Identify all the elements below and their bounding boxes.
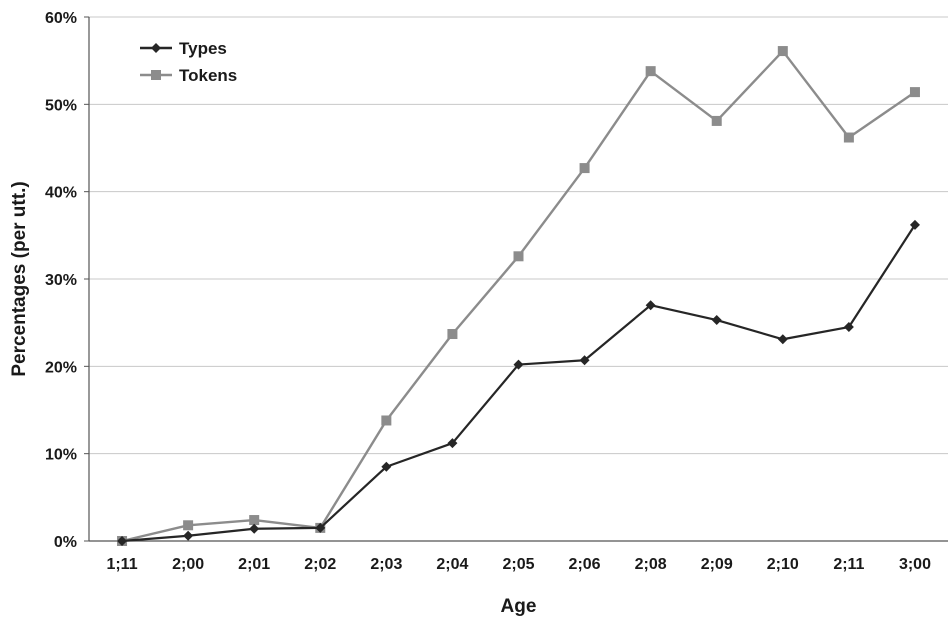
data-point-types xyxy=(183,530,194,541)
x-tick-label: 1;11 xyxy=(106,556,137,573)
y-tick-label: 50% xyxy=(45,97,77,114)
data-point-types xyxy=(315,522,326,533)
data-point-tokens xyxy=(711,115,722,126)
x-tick-label: 2;08 xyxy=(635,556,667,573)
data-point-types xyxy=(645,300,656,311)
y-tick-label: 10% xyxy=(45,447,77,464)
x-tick-label: 2;10 xyxy=(767,556,799,573)
legend-label: Tokens xyxy=(179,66,237,85)
series-lines xyxy=(117,46,920,546)
x-tick-label: 2;11 xyxy=(833,556,864,573)
data-point-types xyxy=(447,438,458,449)
x-tick-label: 3;00 xyxy=(899,556,931,573)
legend-item-tokens: Tokens xyxy=(140,66,237,85)
data-point-tokens xyxy=(579,163,590,174)
data-point-tokens xyxy=(909,87,920,98)
axes xyxy=(88,17,948,542)
y-tick-label: 30% xyxy=(45,272,77,289)
data-point-types xyxy=(843,322,854,333)
y-tick-label: 20% xyxy=(45,359,77,376)
data-point-tokens xyxy=(513,251,524,262)
x-tick-labels: 1;11 2;00 2;01 2;02 2;03 2;04 2;05 2;06 2;08 2;09… xyxy=(106,556,931,573)
x-tick-label: 2;04 xyxy=(436,556,468,573)
data-point-tokens xyxy=(777,46,788,57)
data-point-tokens xyxy=(249,515,260,526)
x-tick-label: 2;01 xyxy=(238,556,270,573)
x-tick-label: 2;02 xyxy=(304,556,336,573)
y-tick-label: 40% xyxy=(45,185,77,202)
legend-swatch-marker xyxy=(151,70,161,80)
x-tick-label: 2;03 xyxy=(370,556,402,573)
data-point-types xyxy=(711,315,722,326)
data-point-types xyxy=(579,355,590,366)
y-tick-labels: 0% 10% 20% 30% 40% 50% 60% xyxy=(45,10,77,551)
y-axis-title: Percentages (per utt.) xyxy=(9,181,30,376)
data-point-tokens xyxy=(645,66,656,77)
y-tick-label: 0% xyxy=(54,534,77,551)
series-types xyxy=(117,219,920,546)
legend-label: Types xyxy=(179,39,227,58)
series-line-types xyxy=(121,224,916,543)
grid-lines xyxy=(84,16,948,542)
data-point-types xyxy=(909,219,920,230)
data-point-types xyxy=(777,334,788,345)
legend-swatch-marker xyxy=(151,43,161,53)
data-point-types xyxy=(117,536,128,546)
data-point-types xyxy=(381,461,392,472)
data-point-types xyxy=(513,359,524,370)
series-line-tokens xyxy=(121,49,916,543)
series-tokens xyxy=(117,46,920,546)
y-tick-label: 60% xyxy=(45,10,77,27)
data-point-tokens xyxy=(183,520,194,531)
data-point-types xyxy=(249,523,260,534)
x-tick-label: 2;09 xyxy=(701,556,733,573)
legend-item-types: Types xyxy=(140,39,227,58)
x-tick-label: 2;06 xyxy=(569,556,601,573)
data-point-tokens xyxy=(447,329,458,340)
data-point-tokens xyxy=(381,415,392,426)
legend: Types Tokens xyxy=(140,39,237,85)
x-axis-title: Age xyxy=(501,596,537,617)
x-tick-label: 2;05 xyxy=(502,556,534,573)
x-tick-label: 2;00 xyxy=(172,556,204,573)
data-point-tokens xyxy=(843,132,854,143)
